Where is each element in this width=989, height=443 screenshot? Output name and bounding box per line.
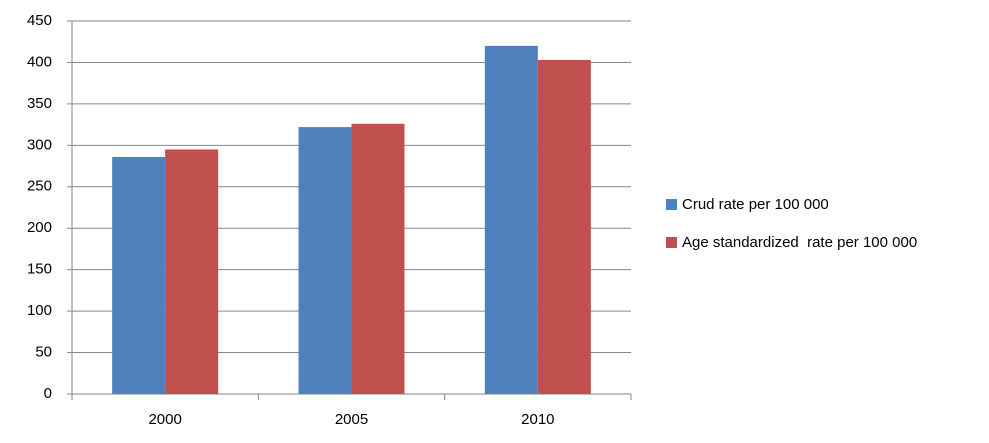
legend-label: Crud rate per 100 000 xyxy=(682,196,829,213)
x-tick-label: 2005 xyxy=(335,411,368,428)
legend-swatch xyxy=(666,237,677,248)
legend-swatch xyxy=(666,199,677,210)
y-tick-label: 0 xyxy=(44,385,52,402)
y-tick-label: 400 xyxy=(27,53,52,70)
legend-label: Age standardized rate per 100 000 xyxy=(682,234,917,251)
bar xyxy=(112,156,166,394)
y-tick-label: 300 xyxy=(27,136,52,153)
y-tick-label: 150 xyxy=(27,261,52,278)
y-tick-label: 50 xyxy=(35,344,52,361)
x-tick-label: 2000 xyxy=(148,411,181,428)
x-tick-label: 2010 xyxy=(521,411,554,428)
bar xyxy=(165,149,219,394)
bar xyxy=(537,59,591,395)
y-tick-label: 250 xyxy=(27,178,52,195)
y-tick-label: 350 xyxy=(27,95,52,112)
bar xyxy=(298,127,352,394)
bar xyxy=(484,45,538,394)
y-tick-label: 450 xyxy=(27,12,52,29)
y-tick-label: 200 xyxy=(27,219,52,236)
bar xyxy=(351,123,405,394)
y-tick-label: 100 xyxy=(27,302,52,319)
